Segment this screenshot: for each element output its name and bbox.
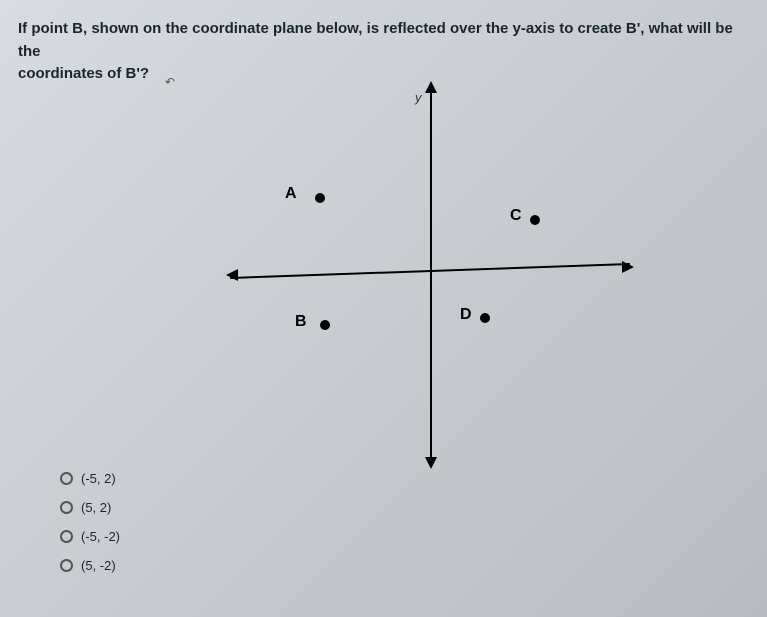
option-4-text: (5, -2)	[81, 558, 116, 573]
point-b	[320, 320, 330, 330]
coordinate-plane: y A B C D	[220, 85, 640, 465]
question-text: If point B, shown on the coordinate plan…	[18, 18, 747, 86]
y-axis-label: y	[415, 90, 422, 105]
cursor-icon: ↶	[165, 75, 175, 89]
radio-icon[interactable]	[60, 472, 73, 485]
option-1-text: (-5, 2)	[81, 471, 116, 486]
question-line2: coordinates of B'?	[18, 65, 149, 82]
radio-icon[interactable]	[60, 559, 73, 572]
point-a	[315, 193, 325, 203]
point-d-label: D	[460, 306, 472, 324]
option-3-text: (-5, -2)	[81, 529, 120, 544]
x-axis-arrow-right	[622, 261, 634, 273]
point-c	[530, 215, 540, 225]
option-1[interactable]: (-5, 2)	[60, 471, 120, 486]
option-2[interactable]: (5, 2)	[60, 500, 120, 515]
point-c-label: C	[510, 207, 522, 225]
option-2-text: (5, 2)	[81, 500, 111, 515]
answer-options: (-5, 2) (5, 2) (-5, -2) (5, -2)	[60, 471, 120, 587]
option-4[interactable]: (5, -2)	[60, 558, 120, 573]
y-axis	[430, 85, 432, 465]
question-line1: If point B, shown on the coordinate plan…	[18, 20, 733, 60]
point-d	[480, 313, 490, 323]
option-3[interactable]: (-5, -2)	[60, 529, 120, 544]
y-axis-arrow-down	[425, 457, 437, 469]
point-b-label: B	[295, 313, 307, 331]
point-a-label: A	[285, 185, 297, 203]
x-axis-arrow-left	[226, 269, 238, 281]
radio-icon[interactable]	[60, 501, 73, 514]
radio-icon[interactable]	[60, 530, 73, 543]
y-axis-arrow-up	[425, 81, 437, 93]
